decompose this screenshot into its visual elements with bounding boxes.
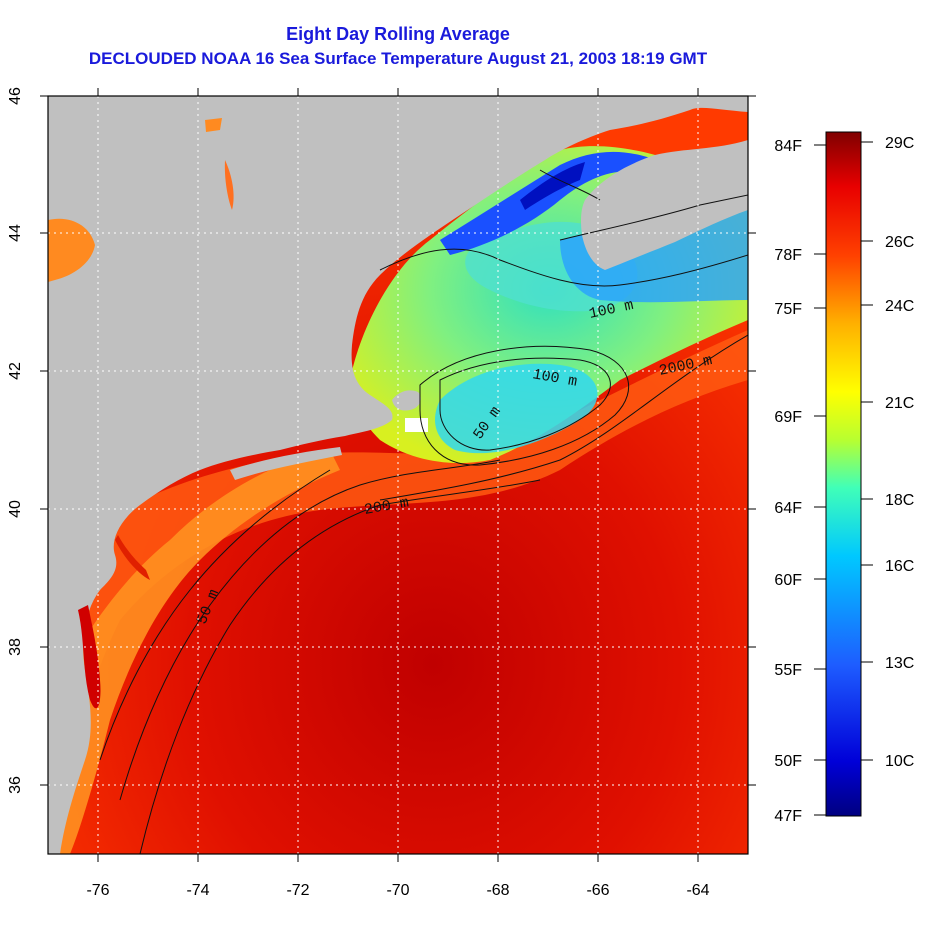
contour-50m-georges	[439, 357, 611, 451]
contour-2000m	[379, 334, 748, 501]
lon-tick-label: -64	[686, 882, 709, 899]
contour-fundy	[539, 169, 601, 201]
celsius-label: 21C	[885, 395, 914, 412]
nantucket-shoals-white	[405, 418, 428, 432]
bay-of-fundy-coldest-water	[520, 162, 585, 210]
lon-tick-label: -74	[186, 882, 209, 899]
fahrenheit-label: 50F	[774, 753, 802, 770]
lat-tick-label: 38	[7, 638, 24, 656]
lat-tick-label: 36	[7, 776, 24, 794]
shelf-warm-water	[48, 450, 340, 854]
cape-cod	[392, 390, 421, 411]
lon-tick-label: -66	[586, 882, 609, 899]
colorbar	[825, 131, 862, 817]
celsius-label: 18C	[885, 492, 914, 509]
contour-50m-south	[99, 469, 331, 761]
fahrenheit-label: 84F	[774, 138, 802, 155]
fahrenheit-label: 47F	[774, 808, 802, 825]
fahrenheit-label: 69F	[774, 409, 802, 426]
lake-ontario	[48, 218, 95, 282]
lat-tick-label: 46	[7, 87, 24, 105]
celsius-label: 13C	[885, 655, 914, 672]
contour-200m-south	[139, 479, 541, 854]
georges-bank-cool-patch	[435, 363, 598, 454]
lat-tick-label: 44	[7, 224, 24, 242]
bathymetry-contours	[99, 169, 748, 854]
celsius-label: 10C	[885, 753, 914, 770]
contour-100m-south	[119, 459, 501, 801]
fahrenheit-label: 55F	[774, 662, 802, 679]
fahrenheit-label: 75F	[774, 301, 802, 318]
us-mainland	[48, 96, 748, 854]
contour-100m-gulf	[379, 248, 748, 287]
longitude-labels: -76 -74 -72 -70 -68 -66 -64	[86, 882, 709, 899]
fahrenheit-label: 60F	[774, 572, 802, 589]
lat-tick-label: 40	[7, 500, 24, 518]
fahrenheit-label: 78F	[774, 247, 802, 264]
inland-lake	[205, 118, 222, 132]
lon-tick-label: -76	[86, 882, 109, 899]
celsius-label: 16C	[885, 558, 914, 575]
celsius-label: 24C	[885, 298, 914, 315]
graticule	[48, 96, 748, 854]
lat-tick-label: 42	[7, 362, 24, 380]
contour-scotian	[559, 194, 748, 241]
delaware-bay	[115, 535, 150, 580]
fahrenheit-labels: 84F 78F 75F 69F 64F 60F 55F 50F 47F	[774, 138, 802, 825]
map-subtitle: DECLOUDED NOAA 16 Sea Surface Temperatur…	[88, 49, 708, 68]
lon-tick-label: -70	[386, 882, 409, 899]
fahrenheit-label: 64F	[774, 500, 802, 517]
lon-tick-label: -72	[286, 882, 309, 899]
slope-water-band	[48, 330, 748, 854]
colorbar-ticks	[814, 141, 873, 816]
celsius-label: 26C	[885, 234, 914, 251]
bay-of-fundy-cold-water	[440, 151, 650, 255]
map-panel: 50 m 100 m 200 m 2000 m 50 m 100 m	[48, 96, 748, 854]
latitude-labels: 36 38 40 42 44 46	[7, 87, 24, 794]
long-island	[230, 447, 342, 480]
axis-tick-marks	[40, 88, 756, 862]
nova-scotia	[581, 140, 748, 270]
lon-tick-label: -68	[486, 882, 509, 899]
lake-champlain	[224, 160, 234, 210]
contour-100m-georges	[419, 345, 630, 466]
celsius-labels: 29C 26C 24C 21C 18C 16C 13C 10C	[885, 135, 914, 770]
chesapeake-bay	[78, 605, 101, 709]
map-title: Eight Day Rolling Average	[286, 24, 510, 44]
celsius-label: 29C	[885, 135, 914, 152]
